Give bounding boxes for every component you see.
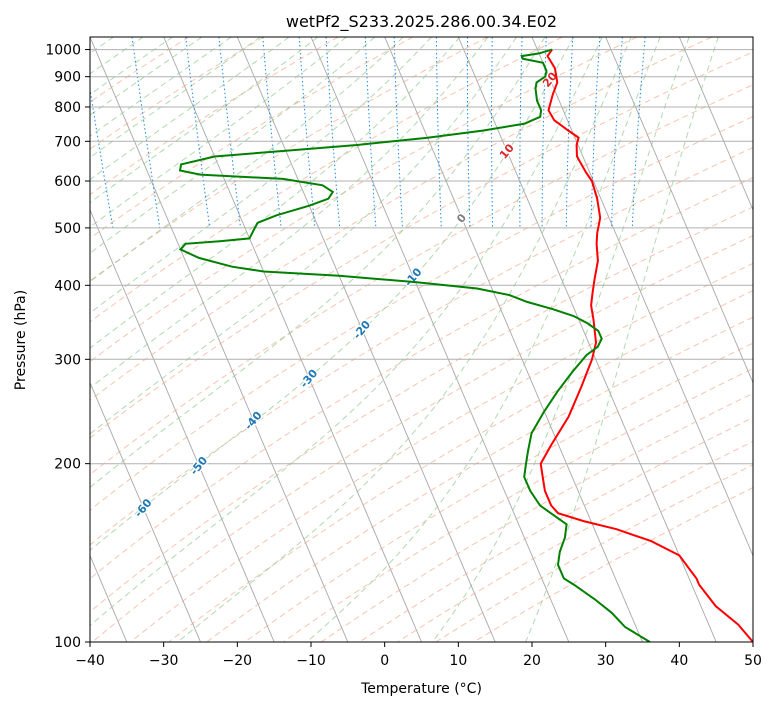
y-axis-label: Pressure (hPa) — [13, 290, 29, 390]
x-tick-label: −10 — [296, 653, 326, 669]
dry-adiabat-line — [90, 116, 753, 511]
chart-title: wetPf2_S233.2025.286.00.34.E02 — [286, 12, 557, 32]
isotherm-line — [531, 37, 753, 557]
y-axis-ticks: 100 200 300 400 500 600 700 800 900 1000 — [45, 43, 90, 651]
x-tick-label: −40 — [75, 653, 105, 669]
mixing-ratio-line — [262, 37, 282, 228]
moist-adiabat-line — [306, 37, 661, 642]
dry-adiabat-line — [168, 290, 753, 642]
dry-adiabat-line — [90, 37, 712, 401]
moist-adiabat-line — [90, 37, 376, 254]
moist-adiabat-line — [90, 37, 261, 159]
y-tick-label: 1000 — [45, 43, 81, 59]
sounding-profiles — [178, 48, 753, 642]
x-tick-label: −30 — [149, 653, 179, 669]
dry-adiabat-line — [90, 146, 753, 546]
pressure-gridlines — [90, 49, 753, 643]
x-axis-ticks: −40 −30 −20 −10 0 10 20 30 40 50 — [75, 642, 762, 669]
moist-adiabat-line — [90, 37, 232, 137]
x-tick-label: 0 — [380, 653, 389, 669]
moist-adiabat-line — [90, 37, 319, 204]
moist-adiabat-line — [431, 37, 690, 642]
x-tick-label: 20 — [523, 653, 541, 669]
moist-adiabat-line — [90, 37, 603, 627]
dry-adiabat-line — [244, 342, 753, 642]
moist-adiabat-line — [90, 37, 461, 349]
dry-adiabat-line — [90, 37, 563, 323]
y-tick-label: 600 — [54, 174, 81, 190]
isotherm-line — [678, 37, 753, 212]
dry-adiabat-line — [130, 262, 753, 642]
x-tick-label: 50 — [744, 653, 762, 669]
x-tick-label: 30 — [597, 653, 615, 669]
mixing-ratio-line — [185, 37, 211, 228]
mixing-ratio-line — [298, 37, 316, 228]
x-axis-label: Temperature (°C) — [360, 681, 482, 697]
y-tick-label: 100 — [54, 635, 81, 651]
x-tick-label: −20 — [223, 653, 253, 669]
y-tick-label: 300 — [54, 352, 81, 368]
moist-adiabat-line — [177, 37, 632, 642]
dry-adiabat-line — [90, 37, 264, 150]
x-tick-label: 40 — [670, 653, 688, 669]
temperature-profile — [539, 49, 753, 642]
y-tick-label: 700 — [54, 134, 81, 150]
isotherm-line — [236, 37, 496, 642]
isotherm-line — [90, 381, 201, 642]
moist-adiabat-line — [90, 37, 290, 181]
isotherm-line — [90, 208, 275, 642]
mixing-ratio-line — [631, 37, 646, 228]
mixing-ratio-line — [131, 37, 161, 228]
y-tick-label: 200 — [54, 457, 81, 473]
dry-adiabat-line — [282, 367, 753, 642]
isotherm-line — [163, 37, 422, 642]
y-tick-label: 500 — [54, 221, 81, 237]
dewpoint-profile — [178, 48, 651, 642]
moist-adiabat-line — [90, 37, 404, 283]
dry-adiabat-line — [90, 84, 753, 476]
mixing-ratio-line — [90, 86, 114, 228]
isotherm-line — [457, 37, 717, 642]
moist-adiabat-line — [90, 37, 517, 435]
moist-adiabat-line — [90, 37, 203, 116]
moist-adiabat-line — [90, 37, 489, 389]
isotherm-line — [90, 37, 349, 642]
moist-adiabat-line — [525, 37, 719, 642]
y-tick-label: 800 — [54, 100, 81, 116]
dry-adiabat-line — [91, 234, 753, 642]
dry-adiabat-line — [90, 51, 753, 439]
moist-adiabat-line — [90, 37, 432, 314]
plot-frame — [89, 36, 754, 643]
y-tick-label: 900 — [54, 70, 81, 86]
mixing-ratio-line — [218, 37, 241, 228]
y-tick-label: 400 — [54, 278, 81, 294]
moist-adiabat-line — [90, 37, 575, 551]
dry-adiabat-line — [90, 177, 753, 580]
isotherm-line — [605, 37, 753, 384]
dry-adiabat-line — [90, 37, 339, 196]
x-tick-label: 10 — [449, 653, 467, 669]
moist-adiabat-line — [90, 37, 173, 96]
